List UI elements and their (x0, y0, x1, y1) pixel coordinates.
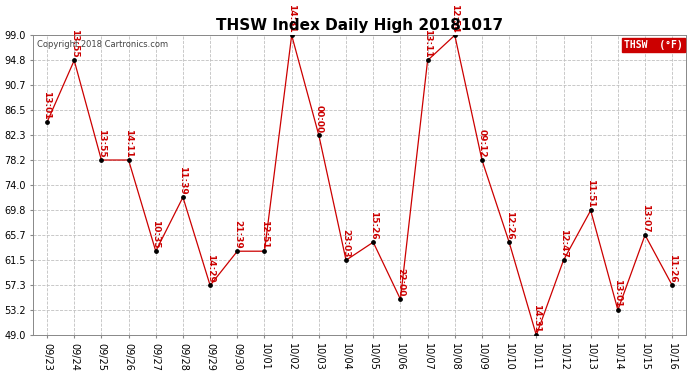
Text: 21:39: 21:39 (233, 220, 241, 249)
Point (69, 57, 80, 63)
Text: 13:55: 13:55 (70, 29, 79, 58)
Title: THSW Index Daily High 20181017: THSW Index Daily High 20181017 (216, 18, 503, 33)
Text: 12:47: 12:47 (559, 229, 568, 258)
Point (232, 248, 243, 254)
Text: 00:00: 00:00 (315, 105, 324, 133)
Point (667, 282, 678, 288)
Point (205, 282, 216, 288)
Text: 09:12: 09:12 (477, 129, 486, 158)
Text: 11:39: 11:39 (179, 166, 188, 195)
Text: 12:26: 12:26 (504, 211, 513, 240)
Point (449, 32, 460, 38)
Text: THSW  (°F): THSW (°F) (624, 40, 682, 50)
Text: 15:26: 15:26 (368, 211, 377, 240)
Point (558, 257, 569, 263)
Text: 12:54: 12:54 (451, 4, 460, 33)
Point (286, 32, 297, 38)
Point (259, 248, 270, 254)
Text: 14:31: 14:31 (532, 304, 541, 333)
Text: 11:26: 11:26 (668, 254, 677, 283)
Text: 14:29: 14:29 (206, 254, 215, 283)
Text: 10:35: 10:35 (151, 220, 160, 249)
Point (612, 307, 623, 313)
Point (476, 157, 487, 163)
Point (150, 248, 161, 254)
Point (395, 296, 406, 302)
Text: 23:03: 23:03 (342, 229, 351, 258)
Text: 12:51: 12:51 (260, 220, 269, 249)
Point (177, 194, 188, 200)
Point (313, 132, 324, 138)
Point (585, 207, 596, 213)
Text: 22:00: 22:00 (396, 268, 405, 297)
Point (531, 332, 542, 338)
Text: 13:55: 13:55 (97, 129, 106, 158)
Text: 13:07: 13:07 (640, 204, 649, 232)
Text: 13:01: 13:01 (613, 279, 622, 308)
Point (96, 157, 107, 163)
Point (123, 157, 134, 163)
Point (504, 239, 515, 245)
Point (341, 257, 352, 263)
Point (422, 57, 433, 63)
Point (368, 239, 379, 245)
Text: Copyright 2018 Cartronics.com: Copyright 2018 Cartronics.com (37, 40, 168, 49)
Text: 13:11: 13:11 (423, 29, 432, 58)
Point (41, 119, 52, 125)
Text: 13:01: 13:01 (43, 92, 52, 120)
Text: 14:11: 14:11 (124, 129, 133, 158)
Text: 11:51: 11:51 (586, 179, 595, 208)
Point (640, 232, 651, 238)
Text: 14:31: 14:31 (287, 4, 296, 33)
